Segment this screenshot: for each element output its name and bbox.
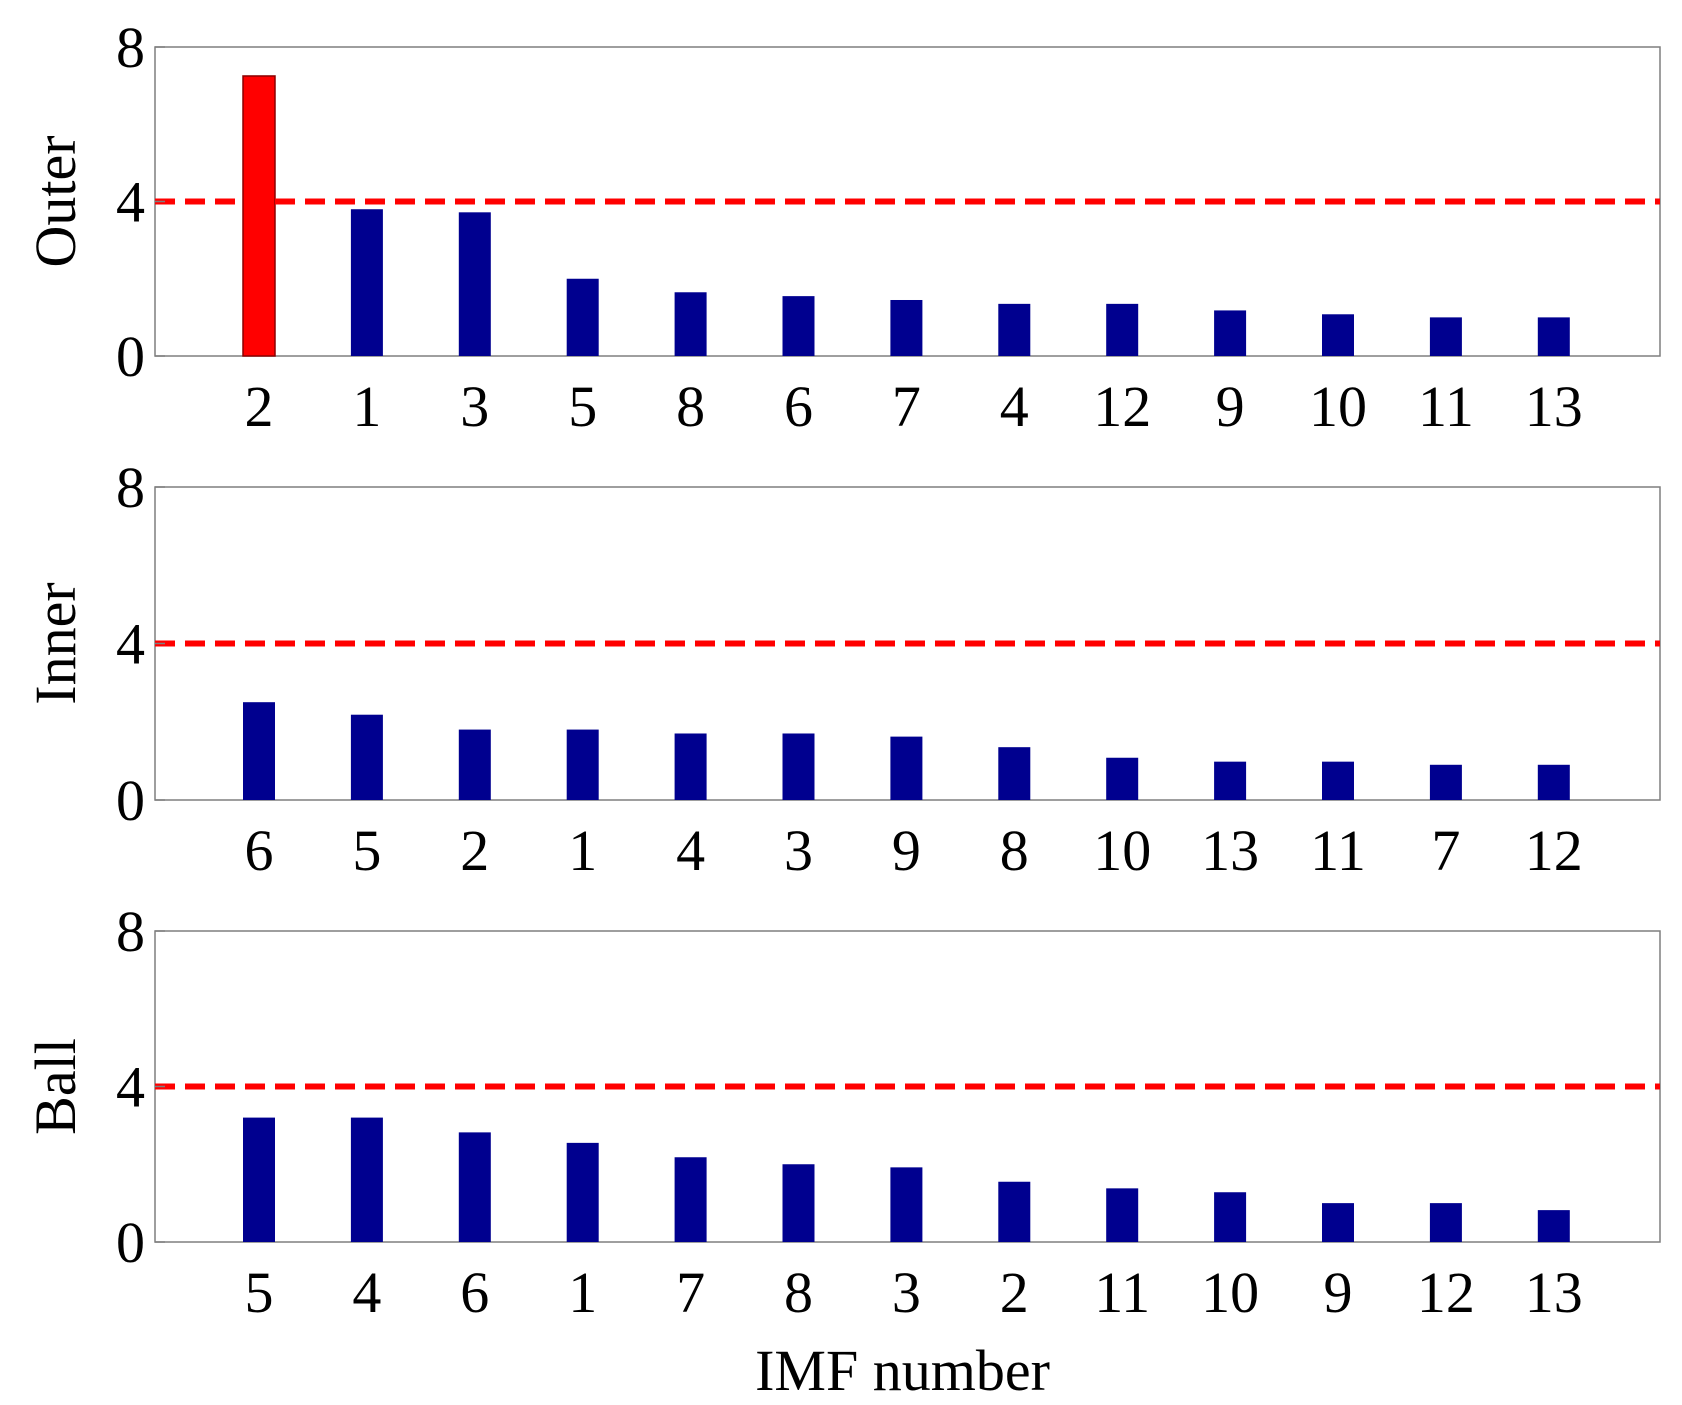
bar-4: [350, 1117, 383, 1242]
x-tick-label: 5: [352, 818, 381, 883]
x-tick-label: 7: [1431, 818, 1460, 883]
bar-8: [674, 292, 707, 356]
x-tick-label: 6: [460, 1260, 489, 1325]
bar-2: [998, 1181, 1031, 1242]
bar-7: [674, 1157, 707, 1242]
bar-2-highlighted: [242, 75, 276, 357]
bar-11: [1322, 761, 1354, 800]
subplot-ball: 0 4 8 5 4 6 1 7 8 3 2 11 10 9 12 13 Ball IMF number: [23, 899, 1661, 1403]
bar-10: [1322, 314, 1354, 356]
bar-5: [350, 714, 383, 800]
x-tick-label: 8: [1000, 818, 1029, 883]
bar-12: [1429, 1203, 1462, 1242]
y-tick-label: 4: [116, 170, 145, 235]
bar-1: [350, 209, 383, 356]
x-tick-label: 2: [1000, 1260, 1029, 1325]
x-tick-label: 12: [1417, 1260, 1475, 1325]
bar-13: [1214, 761, 1247, 800]
x-tick-label: 8: [784, 1260, 813, 1325]
x-tick-label: 9: [892, 818, 921, 883]
x-tick-label: 7: [676, 1260, 705, 1325]
x-tick-label: 2: [245, 374, 274, 439]
x-tick-label: 7: [892, 374, 921, 439]
bar-9: [1322, 1203, 1354, 1242]
bar-1: [566, 1142, 599, 1242]
x-tick-label: 2: [460, 818, 489, 883]
x-tick-label: 1: [568, 818, 597, 883]
y-tick-label: 0: [116, 768, 145, 833]
bar-12: [1537, 764, 1570, 800]
bar-4: [674, 733, 707, 800]
x-axis-label: IMF number: [755, 1338, 1050, 1403]
bar-3: [782, 733, 815, 800]
bar-1: [566, 729, 599, 800]
x-tick-label: 5: [245, 1260, 274, 1325]
bar-10: [1106, 757, 1139, 800]
bar-7: [890, 299, 923, 356]
y-axis-label: Inner: [23, 582, 88, 704]
x-tick-label: 13: [1525, 1260, 1583, 1325]
x-tick-label: 11: [1094, 1260, 1150, 1325]
bar-6: [458, 1132, 491, 1242]
bar-9: [1214, 310, 1247, 356]
subplot-inner: 0 4 8 6 5 2 1 4 3 9 8 10 13 11 7 12 Inner: [23, 455, 1661, 883]
x-tick-label: 4: [352, 1260, 381, 1325]
bar-6: [782, 296, 815, 356]
y-tick-label: 8: [116, 899, 145, 964]
bar-3: [458, 212, 491, 356]
y-tick-label: 4: [116, 1055, 145, 1120]
x-tick-label: 13: [1201, 818, 1259, 883]
bar-7: [1429, 764, 1462, 800]
x-tick-label: 13: [1525, 374, 1583, 439]
bar-13: [1537, 1210, 1570, 1242]
x-tick-label: 12: [1525, 818, 1583, 883]
x-tick-label: 5: [568, 374, 597, 439]
y-tick-label: 4: [116, 612, 145, 677]
x-tick-label: 3: [892, 1260, 921, 1325]
y-tick-label: 8: [116, 455, 145, 520]
y-tick-label: 8: [116, 15, 145, 80]
x-tick-label: 6: [245, 818, 274, 883]
x-tick-label: 10: [1093, 818, 1151, 883]
bar-12: [1106, 303, 1139, 356]
x-tick-label: 3: [784, 818, 813, 883]
x-tick-label: 10: [1201, 1260, 1259, 1325]
x-tick-label: 4: [676, 818, 705, 883]
x-tick-label: 6: [784, 374, 813, 439]
y-tick-label: 0: [116, 324, 145, 389]
x-tick-label: 1: [568, 1260, 597, 1325]
bar-5: [243, 1117, 275, 1242]
bar-3: [890, 1167, 923, 1242]
bar-2: [458, 729, 491, 800]
x-tick-label: 4: [1000, 374, 1029, 439]
x-tick-label: 11: [1310, 818, 1366, 883]
x-tick-label: 8: [676, 374, 705, 439]
x-tick-label: 9: [1216, 374, 1245, 439]
x-tick-label: 12: [1093, 374, 1151, 439]
bar-10: [1214, 1192, 1247, 1242]
bar-4: [998, 303, 1031, 356]
bar-8: [782, 1164, 815, 1242]
x-tick-label: 3: [460, 374, 489, 439]
bar-13: [1537, 317, 1570, 356]
x-tick-label: 1: [352, 374, 381, 439]
x-tick-label: 10: [1309, 374, 1367, 439]
bar-8: [998, 747, 1031, 800]
bar-11: [1106, 1188, 1139, 1242]
x-tick-label: 9: [1324, 1260, 1353, 1325]
bar-11: [1429, 317, 1462, 356]
bar-5: [566, 278, 599, 356]
y-axis-label: Outer: [23, 135, 88, 267]
x-tick-label: 11: [1418, 374, 1474, 439]
bar-9: [890, 736, 923, 800]
bar-6: [243, 702, 275, 800]
y-tick-label: 0: [116, 1210, 145, 1275]
y-axis-label: Ball: [23, 1038, 88, 1135]
